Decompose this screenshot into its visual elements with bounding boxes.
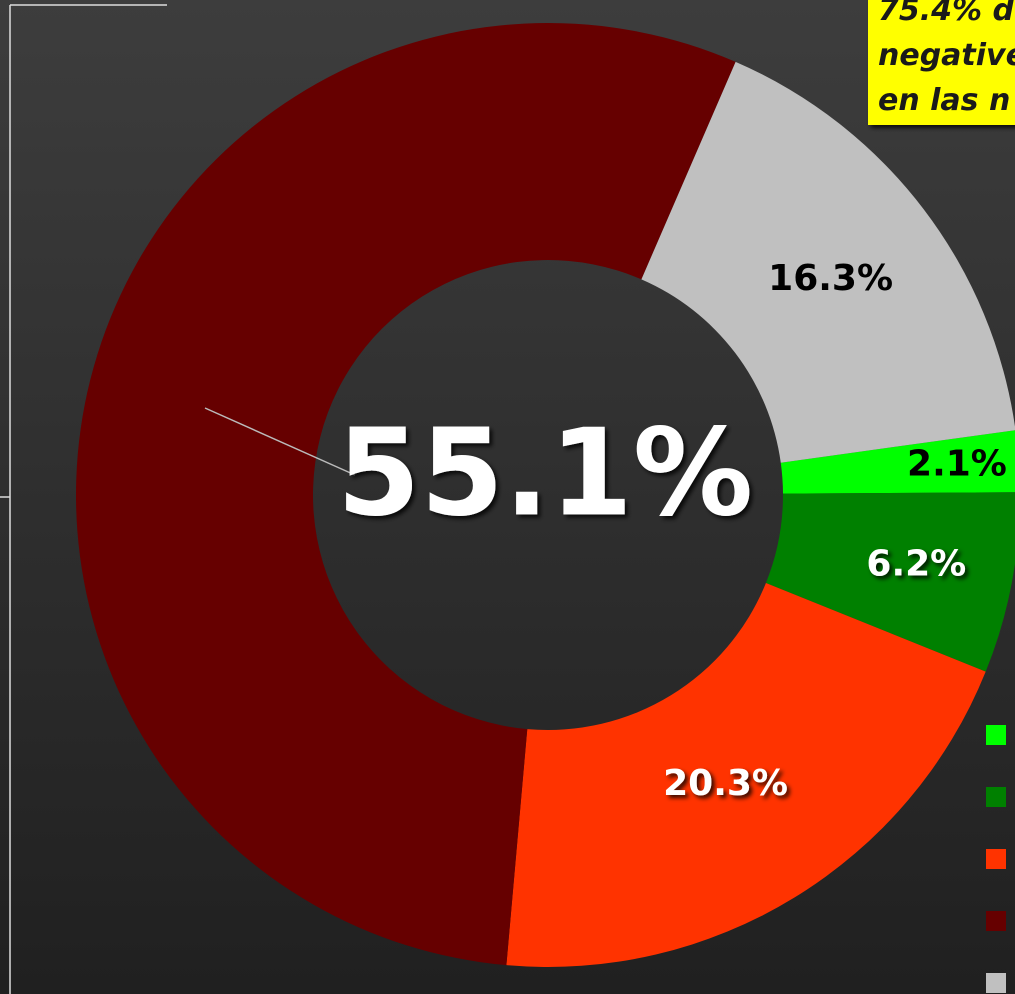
donut: [76, 22, 1015, 967]
legend-swatch: [986, 787, 1006, 807]
slice: [780, 430, 1015, 494]
annotation-line: en las n: [878, 83, 1010, 118]
annotation-box: [868, 0, 1015, 125]
legend-swatch: [986, 849, 1006, 869]
data-label: 2.1%: [907, 444, 1007, 485]
labels: 2.1% 6.2% 20.3% 55.1% 16.3%: [337, 258, 1007, 804]
legend-swatch: [986, 725, 1006, 745]
frame: [0, 4, 167, 994]
data-label: 20.3%: [663, 763, 788, 804]
annotation-line: negative: [878, 38, 1015, 73]
legend: [986, 725, 1006, 993]
data-label: 6.2%: [866, 543, 966, 584]
legend-swatch: [986, 911, 1006, 931]
slice: [641, 61, 1015, 463]
annotation: 75.4% d negative en las n: [868, 0, 1015, 125]
slice: [506, 582, 986, 967]
legend-swatch: [986, 973, 1006, 993]
data-label: 16.3%: [768, 258, 893, 299]
slice: [765, 492, 1015, 672]
slice: [76, 22, 736, 966]
leader-line: [204, 407, 356, 476]
annotation-line: 75.4% d: [878, 0, 1015, 28]
center-label: 55.1%: [337, 405, 753, 544]
